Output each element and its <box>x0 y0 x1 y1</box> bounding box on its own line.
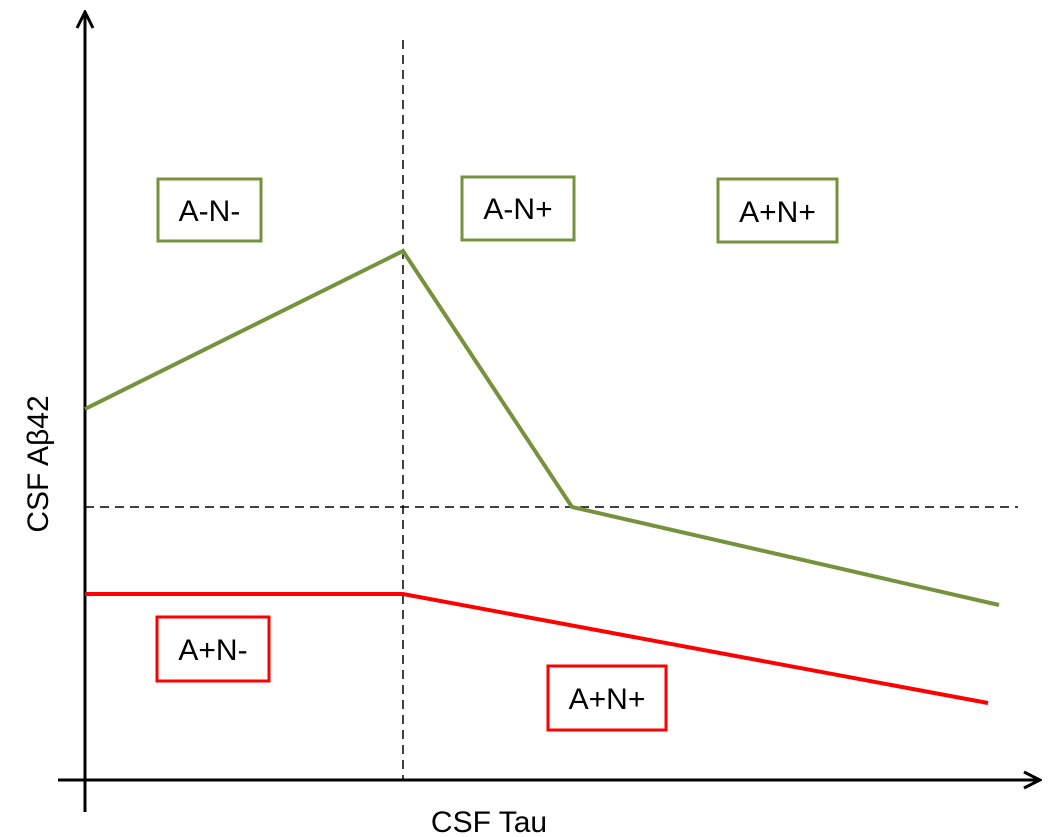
region-box-a-plus-n-plus-bottom: A+N+ <box>546 664 668 732</box>
y-axis-label: CSF Aβ42 <box>22 395 55 532</box>
region-label: A+N+ <box>569 683 646 716</box>
region-box-border <box>546 664 668 732</box>
region-label: A+N+ <box>739 196 816 229</box>
region-box-a-n-plus: A-N+ <box>460 175 576 242</box>
region-label: A-N+ <box>483 193 552 226</box>
region-box-border <box>156 177 263 243</box>
region-box-border <box>155 615 271 683</box>
region-box-a-plus-n-minus: A+N- <box>155 615 271 683</box>
green-curve <box>84 248 1000 607</box>
region-box-border <box>716 177 839 244</box>
x-axis-label: CSF Tau <box>431 806 547 837</box>
region-label: A-N- <box>179 195 241 228</box>
region-box-border <box>460 175 576 242</box>
red-curve <box>85 592 989 705</box>
region-box-a-n-minus: A-N- <box>156 177 263 243</box>
region-label: A+N- <box>178 634 247 667</box>
region-box-a-plus-n-plus-top: A+N+ <box>716 177 839 244</box>
